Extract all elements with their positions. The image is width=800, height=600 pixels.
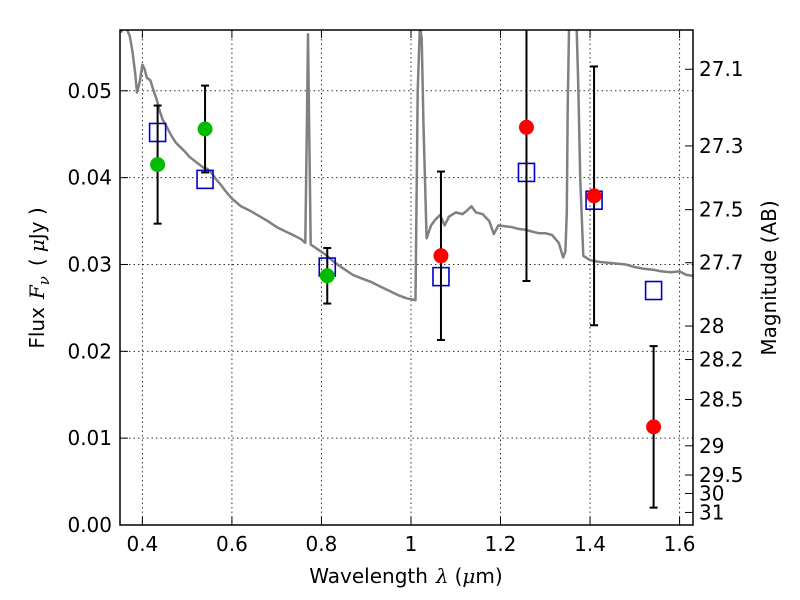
right-tick-label: 27.7	[699, 251, 744, 275]
x-axis-label-unit-open: (	[455, 564, 463, 588]
x-tick-label: 1	[405, 532, 418, 556]
x-tick-label: 0.8	[306, 532, 338, 556]
x-tick-label: 0.4	[126, 532, 158, 556]
x-tick-label: 1.2	[485, 532, 517, 556]
grid	[120, 30, 693, 526]
x-axis: 0.4 0.6 0.8 1 1.2 1.4 1.6	[126, 30, 695, 556]
y-axis-left: 0.00 0.01 0.02 0.03 0.04 0.05	[67, 79, 128, 537]
y-tick-label: 0.00	[67, 513, 112, 537]
right-tick-label: 28	[699, 314, 724, 338]
right-tick-label: 29.5	[699, 463, 744, 487]
green-data-point	[319, 268, 335, 284]
y-tick-label: 0.03	[67, 252, 112, 276]
x-axis-label: Wavelength λ (μm)	[309, 564, 502, 588]
right-tick-label: 27.5	[699, 198, 744, 222]
y-axis-label-right: Magnitude (AB)	[757, 200, 781, 355]
y-axis-label-symbol-sub: ν	[35, 276, 53, 285]
x-axis-label-unit-mu: μ	[462, 564, 475, 588]
y-tick-label: 0.05	[67, 79, 112, 103]
red-data-point	[646, 419, 662, 435]
right-tick-label: 27.1	[699, 57, 744, 81]
y-axis-label-main: Flux	[25, 307, 49, 349]
red-data-point	[433, 248, 449, 264]
model-square-point	[644, 280, 663, 301]
x-axis-label-main: Wavelength	[309, 564, 428, 588]
template-spectrum-line	[120, 30, 693, 302]
right-tick-label: 28.5	[699, 387, 744, 411]
x-tick-label: 1.6	[664, 532, 696, 556]
right-tick-label: 28.2	[699, 348, 744, 372]
y-axis-label-unit-rest: Jy )	[25, 207, 49, 241]
plot-frame	[119, 29, 694, 526]
y-axis-label-left: Flux Fν ( μJy )	[25, 207, 53, 348]
right-tick-label: 31	[699, 500, 724, 524]
right-tick-label: 29	[699, 434, 724, 458]
y-tick-label: 0.02	[67, 339, 112, 363]
y-tick-label: 0.01	[67, 426, 112, 450]
x-tick-label: 1.4	[574, 532, 606, 556]
y-tick-label: 0.04	[67, 166, 112, 190]
y-axis-label-symbol: F	[25, 284, 49, 300]
x-axis-label-symbol: λ	[435, 564, 449, 588]
y-axis-label-unit-open: (	[25, 258, 49, 266]
x-axis-label-unit-rest: m)	[475, 564, 502, 588]
green-data-point	[150, 157, 166, 173]
y-axis-label-unit-mu: μ	[25, 239, 49, 252]
red-data-point	[586, 188, 602, 204]
red-data-point	[518, 119, 534, 135]
green-data-point	[197, 121, 213, 137]
plot-area	[120, 30, 693, 509]
right-tick-label: 27.3	[699, 134, 744, 158]
right-tick-label: 30	[699, 481, 724, 505]
x-tick-label: 0.6	[216, 532, 248, 556]
